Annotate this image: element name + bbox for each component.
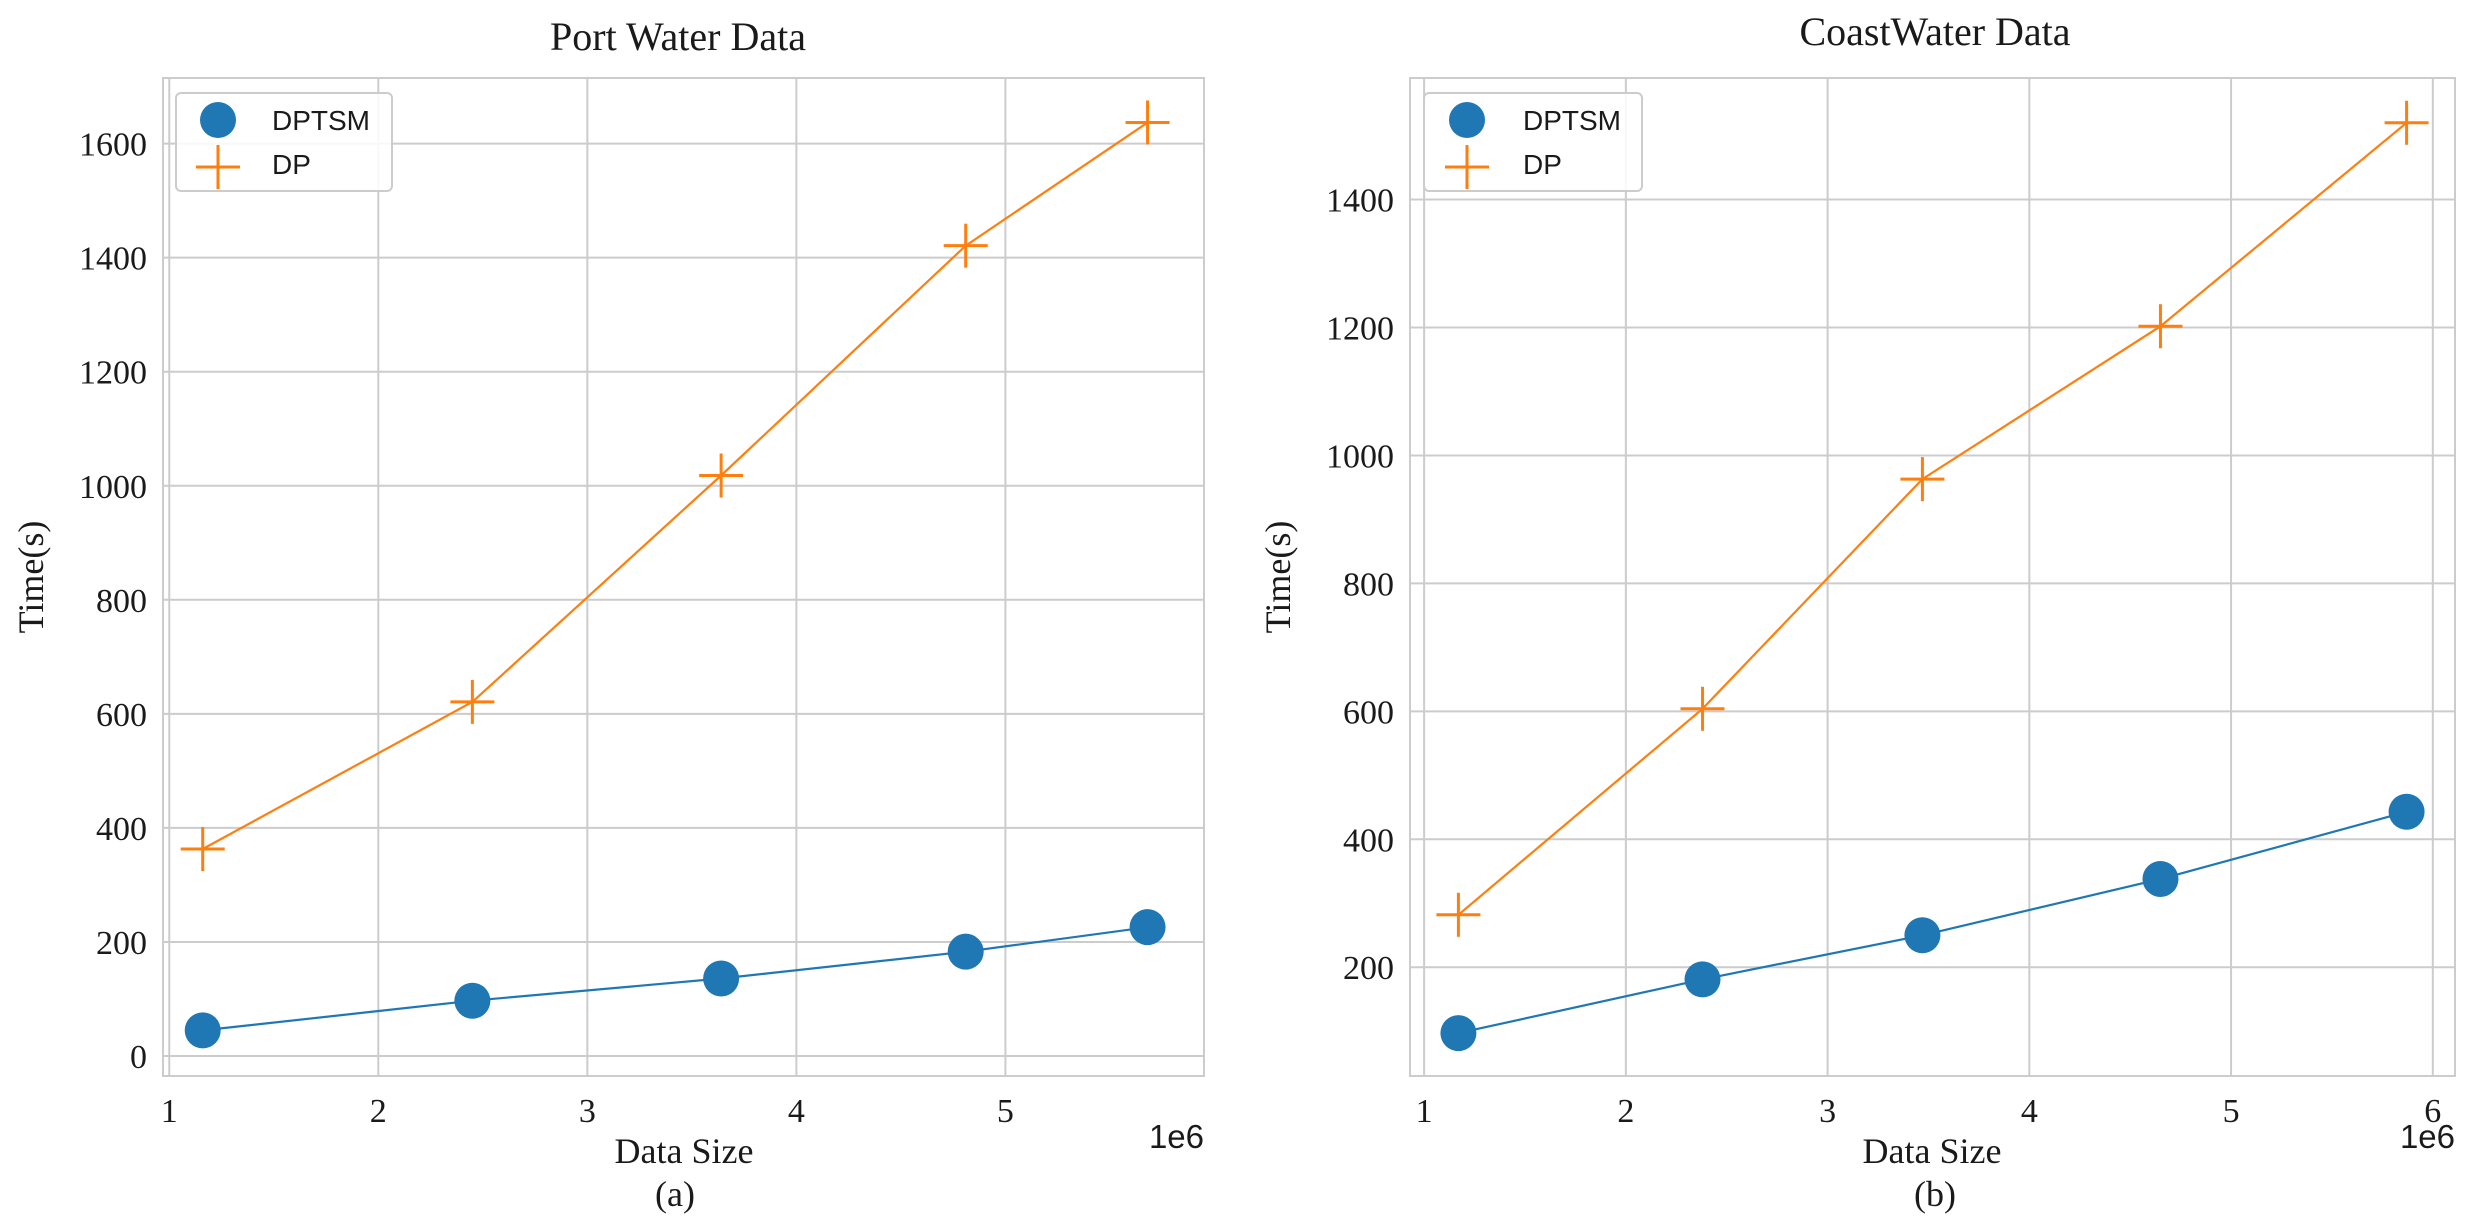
x-tick-label: 4 [2021,1093,2038,1130]
data-point-dptsm [2142,860,2179,897]
data-point-dptsm [703,960,740,997]
grid-lines [163,78,1204,1076]
legend-label-dp: DP [272,149,311,180]
x-tick-label: 6 [2424,1093,2441,1130]
y-tick-label: 400 [96,811,147,848]
data-point-dp [1436,892,1481,937]
legend-marker-dp [1445,145,1489,189]
y-tick-label: 600 [1343,694,1394,731]
data-point-dp [180,827,225,872]
data-point-dptsm [1440,1015,1477,1052]
series-line-dp [1457,121,2408,916]
y-tick-label: 800 [1343,566,1394,603]
chart-title: CoastWater Data [1799,9,2070,54]
x-tick-label: 1 [161,1093,178,1130]
y-tick-label: 1000 [79,469,147,506]
legend-marker-dp [196,145,240,189]
series-layer [1436,100,2429,1052]
y-tick-label: 1600 [79,127,147,164]
y-tick-label: 400 [1343,822,1394,859]
data-point-dp [1125,100,1170,145]
data-point-dp [2138,304,2183,349]
plot-frame [1409,77,2456,1077]
series-layer [180,100,1170,1049]
y-tick-label: 1200 [1326,311,1394,348]
legend-marker-dptsm [1449,102,1485,138]
x-tick-label: 1 [1416,1093,1433,1130]
chart-title: Port Water Data [550,14,806,59]
x-axis-label: Data Size [1863,1131,2002,1171]
plot-frame [162,77,1205,1077]
x-tick-label: 2 [370,1093,387,1130]
data-point-dptsm [454,982,491,1019]
y-tick-label: 800 [96,583,147,620]
legend: DPTSM DP [1423,92,1643,192]
x-tick-label: 5 [2223,1093,2240,1130]
legend-label-dptsm: DPTSM [1523,105,1621,136]
y-axis-label: Time(s) [11,521,51,634]
panel-caption: (a) [655,1174,695,1214]
y-tick-label: 0 [130,1039,147,1076]
y-tick-label: 200 [1343,950,1394,987]
tick-labels: 1 2 3 4 5 0 200 400 600 800 1000 1200 1400 1600 [79,127,1014,1130]
legend-label-dp: DP [1523,149,1562,180]
x-offset-label: 1e6 [1149,1118,1204,1155]
chart-panel-a: Port Water Data 1 2 3 4 5 0 200 400 600 800 1000 12… [11,14,1205,1214]
y-tick-label: 1200 [79,355,147,392]
legend-marker-dptsm [200,102,236,138]
data-point-dp [943,223,988,268]
data-point-dptsm [2388,793,2425,830]
data-point-dptsm [184,1012,221,1049]
x-tick-label: 4 [788,1093,805,1130]
data-point-dp [1680,686,1725,731]
y-tick-label: 200 [96,925,147,962]
legend: DPTSM DP [175,92,393,192]
x-tick-label: 5 [997,1093,1014,1130]
y-tick-label: 1400 [1326,183,1394,220]
data-point-dp [2384,100,2429,145]
data-point-dp [450,679,495,724]
legend-label-dptsm: DPTSM [272,105,370,136]
data-point-dp [1900,457,1945,502]
x-tick-label: 3 [579,1093,596,1130]
data-point-dptsm [1684,961,1721,998]
data-point-dp [699,453,744,498]
data-point-dptsm [1904,917,1941,954]
y-tick-label: 1400 [79,241,147,278]
y-axis-label: Time(s) [1258,521,1298,634]
chart-panel-b: CoastWater Data 1 2 3 4 5 6 200 400 600 800 1000 12… [1258,9,2456,1214]
x-tick-label: 2 [1617,1093,1634,1130]
x-axis-label: Data Size [615,1131,754,1171]
data-point-dptsm [1129,909,1166,946]
x-offset-label: 1e6 [2400,1118,2455,1155]
x-tick-label: 3 [1819,1093,1836,1130]
tick-labels: 1 2 3 4 5 6 200 400 600 800 1000 1200 1400 [1326,183,2441,1130]
y-tick-label: 600 [96,697,147,734]
y-tick-label: 1000 [1326,438,1394,475]
data-point-dptsm [947,933,984,970]
panel-caption: (b) [1914,1174,1956,1214]
